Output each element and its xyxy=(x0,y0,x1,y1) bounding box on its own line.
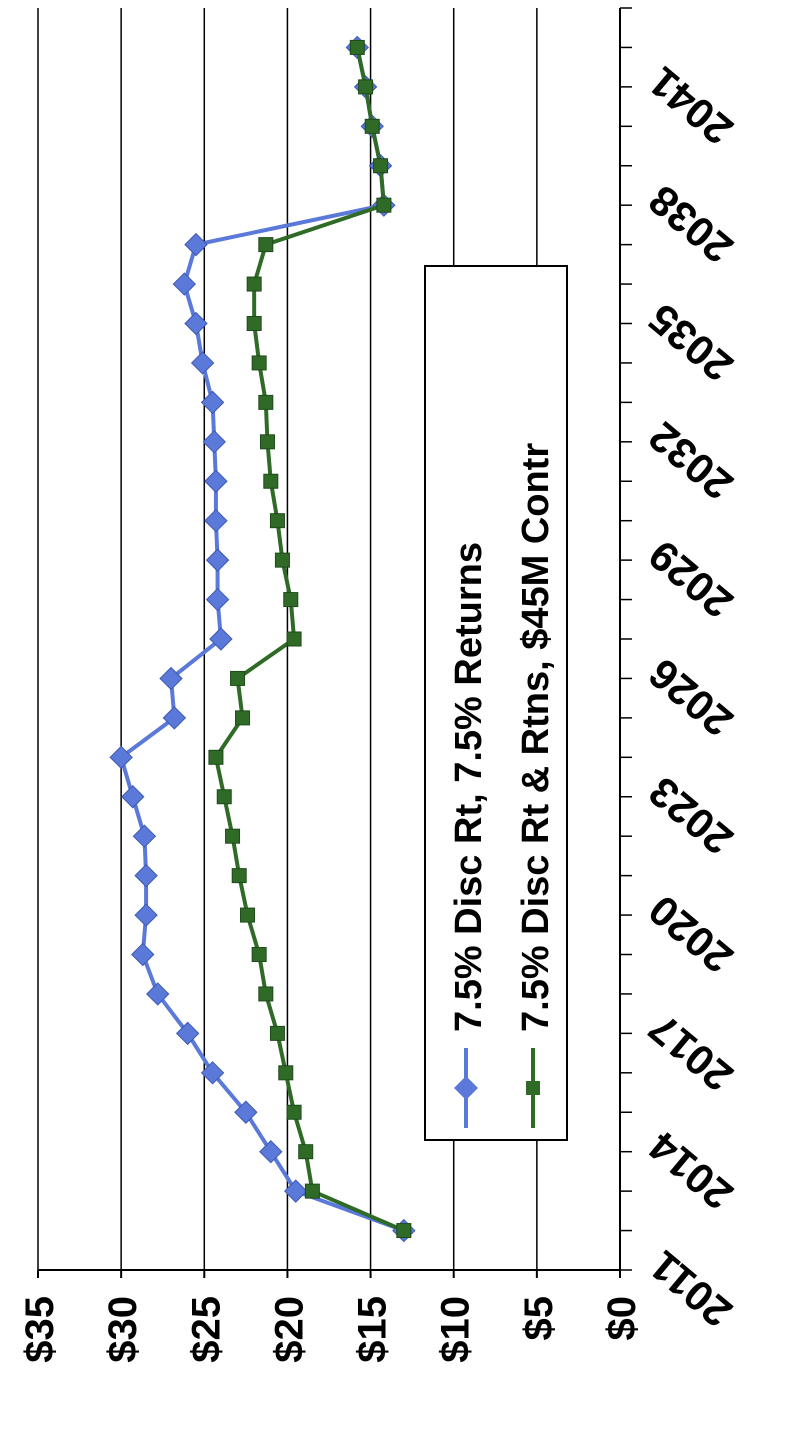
value-tick-label-3: $15 xyxy=(351,1296,395,1363)
series-1-point-1 xyxy=(284,1179,308,1203)
value-tick-label-6: $30 xyxy=(101,1296,145,1363)
series-2-point-8 xyxy=(240,907,256,923)
series-2-point-20 xyxy=(259,434,275,450)
series-2-point-26 xyxy=(376,197,392,213)
series-2-point-13 xyxy=(235,710,251,726)
series-1-point-10 xyxy=(132,824,157,848)
series-1-point-15 xyxy=(209,627,233,651)
series-1-point-4 xyxy=(200,1061,225,1085)
series-2-point-1 xyxy=(304,1183,320,1199)
series-2-point-5 xyxy=(269,1025,285,1041)
series-2-point-21 xyxy=(258,394,274,410)
value-tick-label-1: $5 xyxy=(517,1296,561,1341)
year-tick-label-8: 2035 xyxy=(640,295,742,391)
series-2-point-4 xyxy=(278,1065,294,1081)
year-tick-label-2: 2017 xyxy=(640,1004,742,1100)
legend-label-1: 7.5% Disc Rt, 7.5% Returns xyxy=(448,542,490,1032)
series-2-point-22 xyxy=(251,355,267,371)
series-1-point-7 xyxy=(131,942,155,967)
series-1-point-2 xyxy=(259,1139,283,1164)
series-1-point-22 xyxy=(190,351,215,375)
series-1-point-13 xyxy=(162,706,187,730)
series-1-point-9 xyxy=(134,863,158,888)
series-1-point-11 xyxy=(121,785,145,809)
series-1-point-18 xyxy=(204,508,228,533)
series-2-point-18 xyxy=(269,513,285,529)
series-1-point-5 xyxy=(175,1021,200,1046)
series-2-point-30 xyxy=(349,39,365,55)
series-1-point-25 xyxy=(184,232,208,257)
series-1-point-14 xyxy=(159,666,183,691)
year-tick-label-4: 2023 xyxy=(640,768,742,864)
series-2-point-17 xyxy=(274,552,290,568)
year-tick-label-0: 2011 xyxy=(641,1242,741,1337)
series-2-point-12 xyxy=(208,749,224,765)
legend-box xyxy=(424,265,568,1141)
legend: 7.5% Disc Rt, 7.5% Returns 7.5% Disc Rt … xyxy=(424,265,568,1141)
series-1-point-16 xyxy=(205,587,230,612)
series-2-point-28 xyxy=(364,118,380,134)
series-1-point-8 xyxy=(134,903,158,927)
series-2-point-15 xyxy=(286,631,302,647)
series-2-point-7 xyxy=(251,947,267,962)
series-1-point-24 xyxy=(172,272,197,296)
series-line-1 xyxy=(118,47,405,1233)
series-2-point-14 xyxy=(230,670,246,686)
legend-marker-2 xyxy=(526,1081,540,1095)
series-2-point-29 xyxy=(358,79,374,95)
value-tick-label-7: $35 xyxy=(18,1296,62,1363)
series-2-point-3 xyxy=(286,1104,302,1120)
year-tick-label-6: 2029 xyxy=(640,531,742,627)
series-2-point-0 xyxy=(396,1223,412,1239)
year-tick-label-7: 2032 xyxy=(640,413,742,509)
series-1-point-23 xyxy=(184,311,208,336)
series-1-point-3 xyxy=(234,1100,258,1124)
series-2-point-10 xyxy=(225,828,241,844)
series-2-point-2 xyxy=(298,1144,314,1160)
series-2-point-16 xyxy=(283,592,299,608)
year-tick-label-3: 2020 xyxy=(640,886,742,982)
series-1-point-19 xyxy=(204,469,228,493)
series-1-point-12 xyxy=(109,745,133,770)
series-1-point-17 xyxy=(205,548,230,572)
series-line-2 xyxy=(213,47,405,1233)
series-2-point-25 xyxy=(258,237,274,253)
series-2-point-23 xyxy=(246,316,262,331)
series-lines xyxy=(109,35,416,1243)
value-tick-label-2: $10 xyxy=(434,1296,478,1363)
series-1-point-6 xyxy=(146,982,170,1006)
tick-labels: $0 $5 $10 $15 $20 $25 $30 $35 2011 2014 2017 2020 20… xyxy=(18,58,742,1363)
series-1-point-20 xyxy=(202,430,226,454)
value-tick-label-5: $25 xyxy=(184,1296,228,1363)
legend-entry-1: 7.5% Disc Rt, 7.5% Returns xyxy=(448,542,490,1128)
year-tick-label-10: 2041 xyxy=(640,58,742,154)
legend-label-2: 7.5% Disc Rt & Rtns, $45M Contr xyxy=(515,443,557,1032)
year-tick-label-5: 2026 xyxy=(640,650,742,746)
series-2-point-11 xyxy=(216,789,232,805)
series-2-point-9 xyxy=(231,868,247,884)
legend-entry-2: 7.5% Disc Rt & Rtns, $45M Contr xyxy=(515,443,557,1128)
year-tick-label-9: 2038 xyxy=(640,176,742,272)
series-2-point-19 xyxy=(263,473,279,489)
axes xyxy=(37,7,632,1278)
legend-marker-1 xyxy=(454,1076,478,1100)
series-1-point-21 xyxy=(200,390,225,415)
series-2-point-27 xyxy=(373,158,389,174)
series-2-point-24 xyxy=(246,276,262,292)
value-tick-label-0: $0 xyxy=(600,1296,644,1341)
year-tick-label-1: 2014 xyxy=(639,1122,741,1218)
value-tick-label-4: $20 xyxy=(267,1296,311,1363)
series-2-point-6 xyxy=(258,986,274,1002)
